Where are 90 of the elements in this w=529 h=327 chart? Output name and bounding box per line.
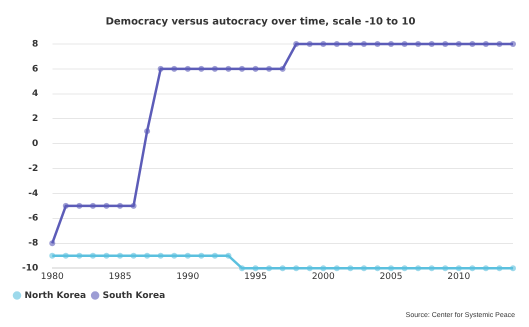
legend-label: South Korea	[102, 290, 166, 301]
point	[225, 252, 232, 259]
point	[360, 265, 367, 272]
point	[388, 41, 394, 47]
point	[90, 252, 96, 259]
point	[320, 265, 326, 272]
y-tick-label: 8	[32, 39, 38, 50]
point	[158, 66, 164, 72]
point	[280, 265, 286, 272]
point	[334, 265, 340, 272]
point	[280, 66, 286, 72]
y-tick-label: 4	[32, 89, 38, 100]
point	[402, 265, 408, 272]
legend-label: North Korea	[24, 290, 86, 301]
point	[198, 66, 204, 72]
x-tick-label: 1990	[176, 272, 200, 282]
point	[144, 128, 150, 134]
point	[360, 41, 367, 47]
point	[415, 265, 422, 272]
point	[266, 265, 272, 272]
point	[388, 265, 394, 272]
point	[469, 41, 476, 47]
point	[212, 252, 218, 259]
point	[225, 66, 232, 72]
point	[76, 252, 82, 259]
y-tick-label: 2	[32, 114, 38, 124]
point	[510, 265, 516, 272]
x-tick-label: 1995	[244, 272, 267, 282]
point	[252, 265, 259, 272]
point	[482, 41, 489, 47]
y-tick-label: -10	[22, 264, 38, 274]
point	[117, 252, 124, 259]
point	[374, 265, 380, 272]
y-tick-label: 6	[32, 64, 38, 74]
x-tick-label: 1985	[108, 272, 132, 282]
point	[238, 265, 245, 272]
point	[76, 202, 82, 209]
x-tick-label: 2005	[380, 272, 402, 282]
point	[496, 41, 502, 47]
y-tick-label: -6	[28, 214, 38, 224]
point	[184, 66, 191, 72]
point	[334, 41, 340, 47]
point	[103, 202, 110, 209]
point	[428, 41, 435, 47]
point	[238, 66, 245, 72]
y-tick-label: -8	[28, 238, 38, 249]
point	[428, 265, 435, 272]
y-tick-label: -2	[28, 164, 38, 174]
point	[293, 41, 300, 47]
point	[510, 41, 516, 47]
point	[130, 252, 137, 259]
point	[402, 41, 408, 47]
point	[130, 202, 137, 209]
y-tick-label: -4	[28, 188, 38, 199]
point	[158, 252, 164, 259]
point	[456, 41, 462, 47]
point	[184, 252, 191, 259]
point	[306, 265, 313, 272]
point	[320, 41, 326, 47]
point	[293, 265, 300, 272]
point	[171, 66, 178, 72]
point	[266, 66, 272, 72]
point	[49, 252, 56, 259]
point	[442, 41, 448, 47]
point	[469, 265, 476, 272]
x-tick-label: 2000	[312, 272, 336, 282]
point	[306, 41, 313, 47]
point	[103, 252, 110, 259]
point	[171, 252, 178, 259]
x-tick-label: 2010	[447, 272, 471, 282]
point	[482, 265, 489, 272]
y-tick-label: 0	[32, 138, 38, 149]
point	[62, 252, 69, 259]
point	[415, 41, 422, 47]
point	[49, 240, 56, 246]
point	[496, 265, 502, 272]
point	[374, 41, 380, 47]
point	[442, 265, 448, 272]
point	[212, 66, 218, 72]
point	[347, 41, 354, 47]
point	[347, 265, 354, 272]
point	[117, 202, 124, 209]
point	[252, 66, 259, 72]
point	[456, 265, 462, 272]
point	[62, 202, 69, 209]
point	[90, 202, 96, 209]
point	[144, 252, 150, 259]
x-tick-label: 1980	[40, 272, 64, 282]
chart-title: Democracy versus autocracy over time, scale -10 to 10	[106, 16, 416, 28]
point	[198, 252, 204, 259]
